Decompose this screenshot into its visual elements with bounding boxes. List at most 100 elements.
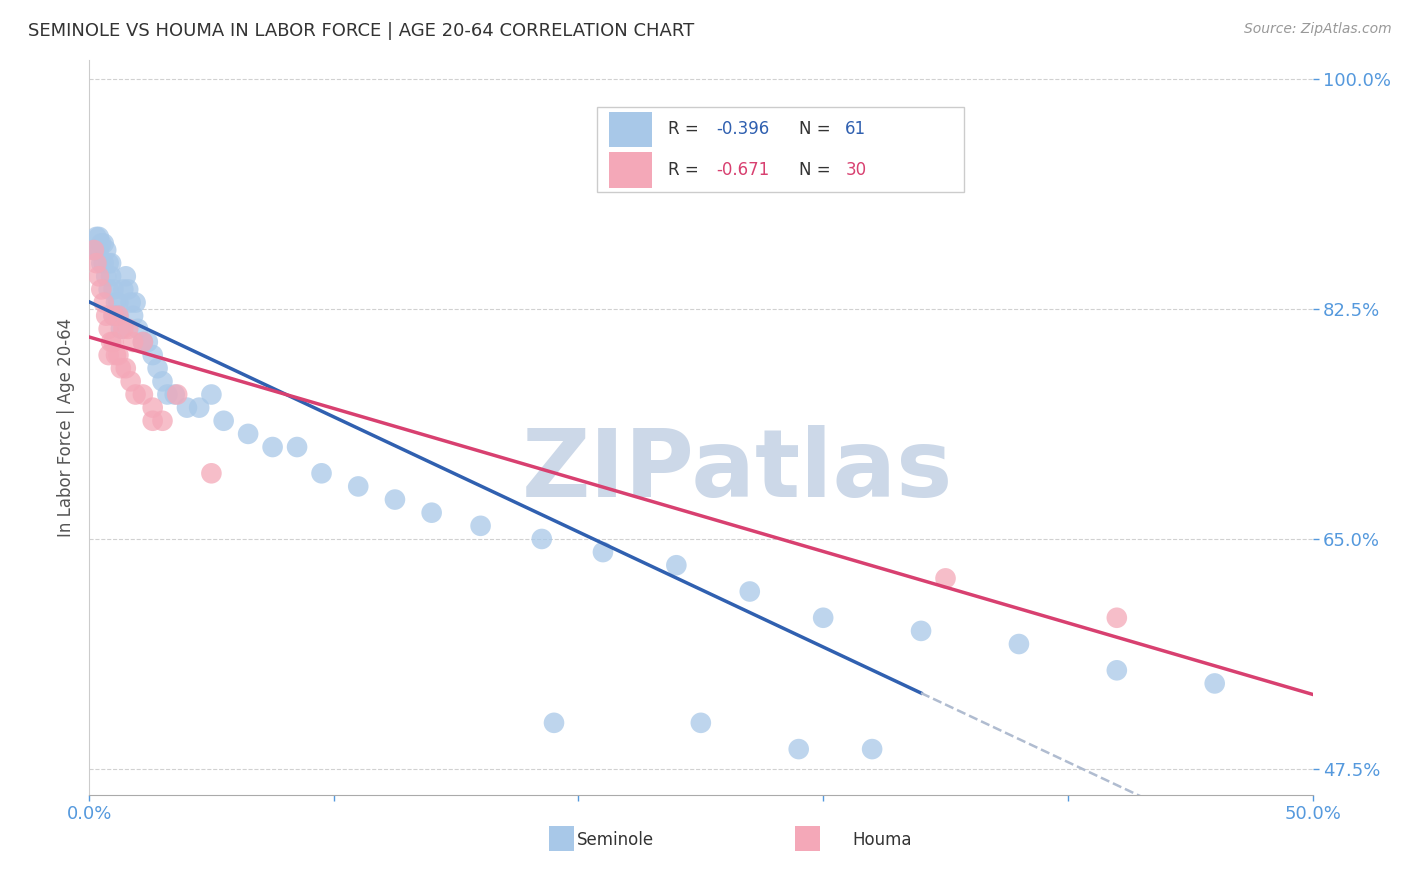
Point: [470, 518, 492, 533]
Point: [100, 269, 122, 284]
Point: [124, 387, 146, 401]
Point: [97, 322, 120, 336]
Point: [152, 375, 174, 389]
Point: [112, 282, 135, 296]
Point: [200, 467, 222, 481]
Point: [384, 492, 406, 507]
Point: [787, 742, 810, 756]
Point: [1204, 676, 1226, 690]
Point: [117, 282, 139, 296]
Point: [127, 322, 149, 336]
Point: [188, 401, 211, 415]
Point: [104, 295, 127, 310]
Point: [107, 348, 129, 362]
Point: [83, 243, 105, 257]
Point: [811, 611, 834, 625]
Point: [107, 309, 129, 323]
Point: [543, 715, 565, 730]
Point: [163, 387, 186, 401]
Point: [665, 558, 688, 573]
Text: 61: 61: [845, 120, 866, 138]
Point: [114, 269, 136, 284]
Point: [530, 532, 553, 546]
Text: Source: ZipAtlas.com: Source: ZipAtlas.com: [1244, 22, 1392, 37]
Point: [132, 334, 155, 349]
FancyBboxPatch shape: [609, 153, 652, 187]
Point: [146, 361, 169, 376]
Text: -0.671: -0.671: [717, 161, 770, 179]
Point: [96, 309, 118, 323]
Point: [166, 387, 188, 401]
Point: [1105, 663, 1128, 677]
Point: [86, 256, 108, 270]
Text: R =: R =: [668, 120, 704, 138]
Point: [93, 256, 115, 270]
Point: [110, 361, 132, 376]
Point: [420, 506, 443, 520]
Point: [96, 243, 118, 257]
Point: [1105, 611, 1128, 625]
Text: ZIPatlas: ZIPatlas: [522, 425, 953, 517]
Text: N =: N =: [799, 161, 835, 179]
Point: [86, 230, 108, 244]
Text: SEMINOLE VS HOUMA IN LABOR FORCE | AGE 20-64 CORRELATION CHART: SEMINOLE VS HOUMA IN LABOR FORCE | AGE 2…: [28, 22, 695, 40]
Point: [100, 334, 122, 349]
Point: [103, 334, 125, 349]
FancyBboxPatch shape: [609, 112, 652, 147]
Point: [152, 414, 174, 428]
Point: [104, 309, 127, 323]
Point: [200, 387, 222, 401]
Point: [87, 269, 110, 284]
Point: [910, 624, 932, 638]
Point: [90, 236, 112, 251]
Point: [87, 230, 110, 244]
Text: Houma: Houma: [852, 830, 912, 848]
Point: [285, 440, 308, 454]
Point: [212, 414, 235, 428]
Point: [132, 387, 155, 401]
Text: -0.396: -0.396: [717, 120, 770, 138]
Point: [107, 295, 129, 310]
Text: R =: R =: [668, 161, 704, 179]
Point: [96, 269, 118, 284]
Point: [132, 334, 155, 349]
Point: [122, 334, 145, 349]
Point: [142, 401, 165, 415]
Point: [100, 256, 122, 270]
Point: [142, 414, 165, 428]
Text: N =: N =: [799, 120, 835, 138]
Point: [117, 322, 139, 336]
Point: [689, 715, 711, 730]
Point: [90, 256, 112, 270]
Point: [104, 348, 127, 362]
Point: [934, 571, 956, 585]
Text: 30: 30: [845, 161, 866, 179]
Point: [122, 309, 145, 323]
Point: [311, 467, 333, 481]
Point: [236, 426, 259, 441]
Point: [124, 295, 146, 310]
Point: [103, 282, 125, 296]
Point: [592, 545, 614, 559]
Point: [107, 309, 129, 323]
Point: [103, 309, 125, 323]
Point: [347, 479, 370, 493]
Y-axis label: In Labor Force | Age 20-64: In Labor Force | Age 20-64: [58, 318, 75, 537]
Point: [93, 295, 115, 310]
Point: [120, 295, 142, 310]
Point: [1008, 637, 1031, 651]
Point: [142, 348, 165, 362]
Point: [103, 309, 125, 323]
Point: [87, 243, 110, 257]
Point: [120, 375, 142, 389]
Point: [83, 243, 105, 257]
Point: [156, 387, 179, 401]
Point: [112, 322, 135, 336]
Point: [860, 742, 883, 756]
Point: [262, 440, 284, 454]
Point: [90, 282, 112, 296]
Point: [97, 282, 120, 296]
Point: [136, 334, 159, 349]
Point: [110, 322, 132, 336]
Point: [97, 348, 120, 362]
